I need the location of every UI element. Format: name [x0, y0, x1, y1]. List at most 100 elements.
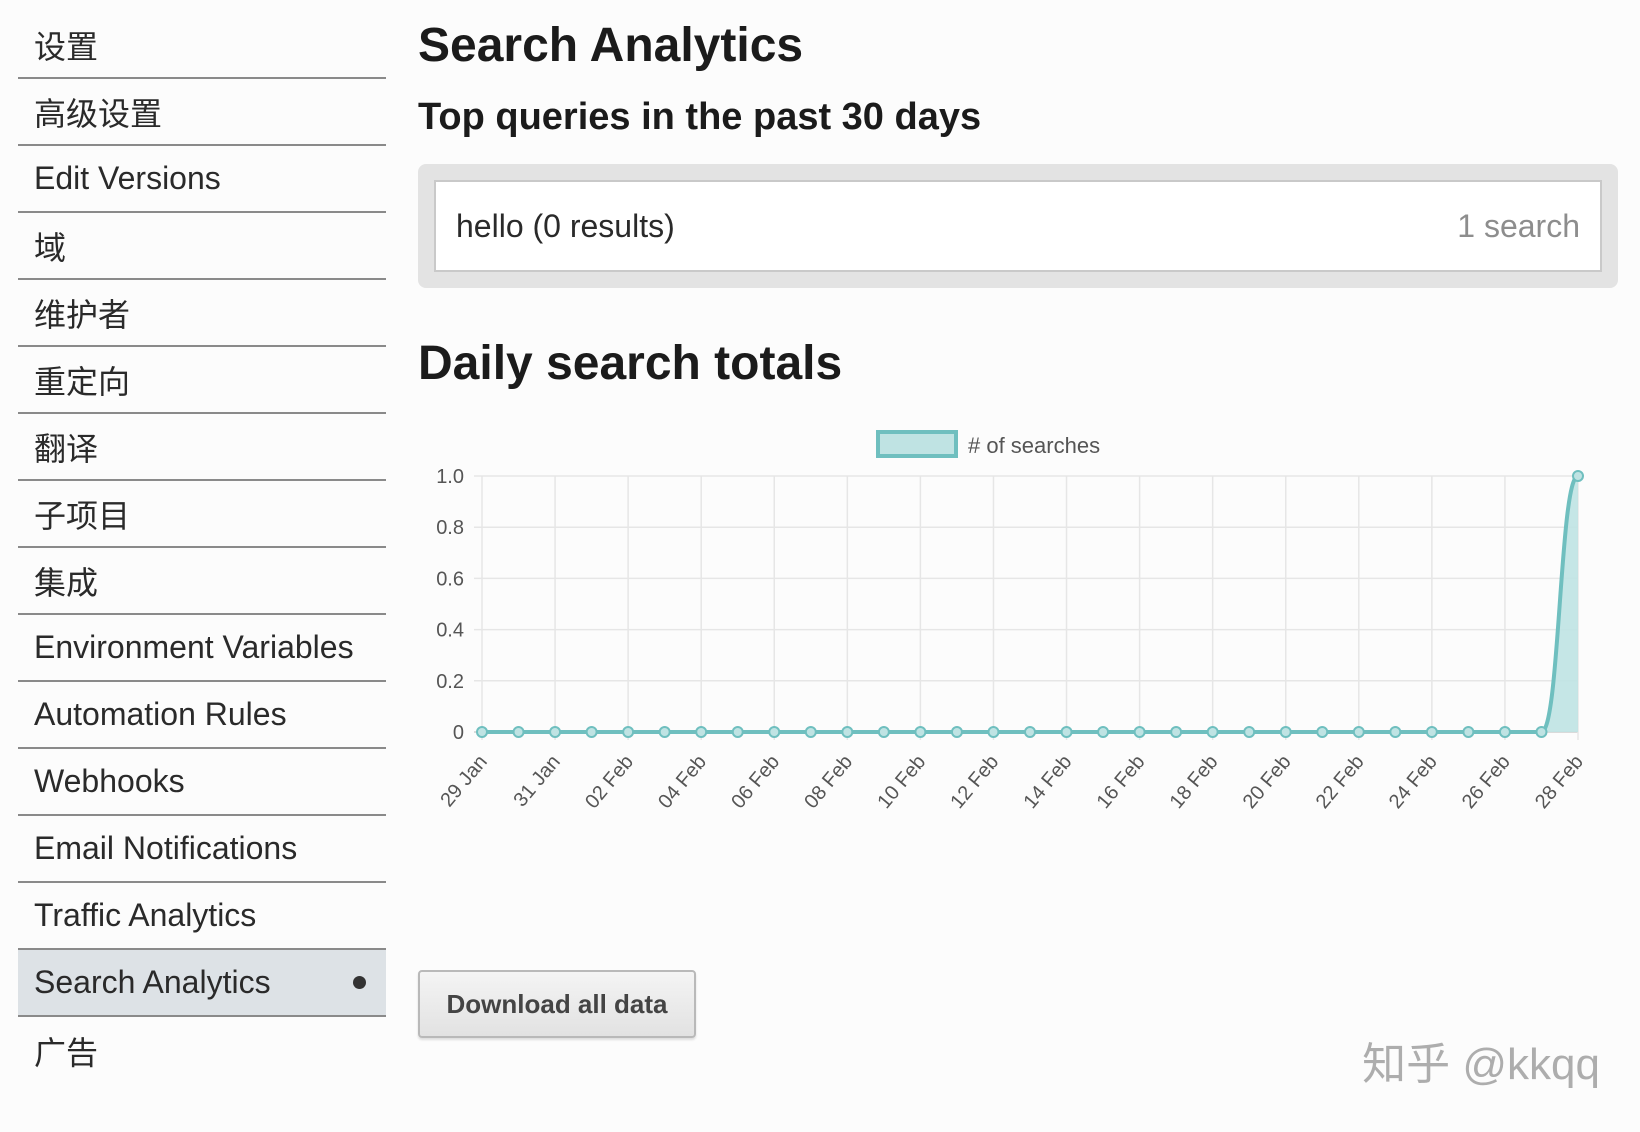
- query-text: hello (0 results): [456, 207, 675, 244]
- data-point: [1352, 726, 1365, 738]
- legend-label: # of searches: [968, 433, 1100, 458]
- y-tick-label: 0.8: [436, 517, 464, 539]
- data-point: [512, 726, 525, 738]
- sidebar-item-label: Automation Rules: [34, 696, 287, 732]
- x-tick-label: 29 Jan: [436, 751, 491, 811]
- sidebar-item-label: 集成: [34, 564, 99, 601]
- active-indicator-icon: [353, 976, 366, 989]
- data-point: [1389, 726, 1402, 738]
- data-point: [585, 726, 598, 738]
- data-point: [1206, 726, 1219, 738]
- download-all-data-button[interactable]: Download all data: [418, 970, 696, 1038]
- sidebar-item[interactable]: 子项目: [18, 481, 386, 548]
- sidebar-item-label: 翻译: [34, 430, 99, 467]
- data-point: [622, 726, 635, 738]
- data-point: [1535, 726, 1548, 738]
- data-point: [1133, 726, 1146, 738]
- sidebar-item-label: Traffic Analytics: [34, 897, 257, 933]
- data-point: [841, 726, 854, 738]
- sidebar-item-label: 重定向: [34, 363, 131, 400]
- query-count: 1 search: [1457, 207, 1580, 244]
- query-row: hello (0 results) 1 search: [434, 180, 1602, 272]
- sidebar-item-label: Edit Versions: [34, 160, 221, 196]
- x-tick-label: 20 Feb: [1239, 751, 1296, 813]
- sidebar-item-label: 广告: [34, 1034, 99, 1071]
- series-area: [482, 476, 1578, 732]
- data-point: [549, 726, 562, 738]
- data-point: [1024, 726, 1036, 738]
- x-tick-label: 22 Feb: [1312, 751, 1369, 813]
- sidebar-item[interactable]: Traffic Analytics: [18, 883, 386, 950]
- sidebar-item[interactable]: Webhooks: [18, 749, 386, 816]
- sidebar-item[interactable]: 高级设置: [18, 79, 386, 146]
- top-queries-list: hello (0 results) 1 search: [418, 164, 1618, 288]
- sidebar-item-label: Webhooks: [34, 763, 185, 799]
- watermark: 知乎 @kkqq: [1362, 1040, 1600, 1089]
- sidebar-item[interactable]: Automation Rules: [18, 682, 386, 749]
- legend-swatch: [876, 430, 958, 458]
- data-point: [1279, 726, 1292, 738]
- daily-search-chart: 0 0.2 0.4 0.6 0.8 1.0 29 Jan 31 Jan 02 Feb 04 Feb…: [436, 430, 1588, 813]
- y-tick-label: 0.2: [436, 671, 464, 693]
- sidebar-item[interactable]: Email Notifications: [18, 816, 386, 883]
- sidebar-item[interactable]: 集成: [18, 548, 386, 615]
- sidebar-item[interactable]: 重定向: [18, 347, 386, 414]
- data-point: [695, 726, 708, 738]
- sidebar-item[interactable]: Environment Variables: [18, 615, 386, 682]
- x-tick-label: 12 Feb: [946, 751, 1003, 813]
- data-point: [1425, 726, 1438, 738]
- data-point: [1170, 726, 1183, 738]
- data-point: [768, 726, 781, 738]
- data-point: [476, 726, 488, 738]
- sidebar-item-label: Environment Variables: [34, 629, 354, 665]
- sidebar-item-label: 设置: [34, 28, 99, 65]
- x-tick-label: 31 Jan: [509, 751, 564, 811]
- data-point: [1097, 726, 1110, 738]
- data-point: [1243, 726, 1256, 738]
- x-tick-label: 14 Feb: [1019, 751, 1076, 813]
- series-line: [481, 474, 1580, 734]
- sidebar-item[interactable]: 域: [18, 213, 386, 280]
- x-tick-label: 26 Feb: [1458, 751, 1515, 813]
- x-tick-label: 28 Feb: [1531, 751, 1588, 813]
- sidebar-item-label: Email Notifications: [34, 830, 298, 866]
- data-point: [1462, 726, 1475, 738]
- sidebar-item-label: 高级设置: [34, 95, 163, 132]
- x-tick-label: 18 Feb: [1166, 751, 1223, 813]
- sidebar-item-label: 维护者: [34, 296, 131, 333]
- y-tick-label: 0.6: [436, 568, 464, 590]
- data-point: [914, 726, 927, 738]
- sidebar: 设置高级设置 Edit Versions 域维护者重定向翻译子项目集成 Environ…: [18, 12, 386, 1084]
- page-title: Search Analytics: [418, 19, 804, 72]
- chart-heading: Daily search totals: [418, 337, 843, 390]
- y-tick-label: 0.4: [436, 620, 464, 642]
- x-tick-label: 04 Feb: [654, 751, 711, 813]
- sidebar-item-label: 域: [34, 229, 67, 266]
- x-tick-label: 10 Feb: [873, 751, 930, 813]
- y-tick-label: 1.0: [436, 466, 464, 488]
- data-point: [987, 726, 1000, 738]
- sidebar-item-label: Search Analytics: [34, 964, 271, 1000]
- sidebar-item[interactable]: Search Analytics: [18, 950, 386, 1017]
- data-point: [1498, 726, 1511, 738]
- x-tick-label: 02 Feb: [581, 751, 638, 813]
- sidebar-item-label: 子项目: [34, 497, 131, 534]
- sidebar-item[interactable]: 维护者: [18, 280, 386, 347]
- y-tick-label: 0: [453, 722, 464, 744]
- data-point: [1316, 726, 1329, 738]
- sidebar-item[interactable]: 设置: [18, 12, 386, 79]
- sidebar-item[interactable]: 广告: [18, 1017, 386, 1084]
- top-queries-heading: Top queries in the past 30 days: [418, 96, 982, 138]
- sidebar-item[interactable]: 翻译: [18, 414, 386, 481]
- x-tick-label: 24 Feb: [1385, 751, 1442, 813]
- data-point: [950, 726, 963, 738]
- x-tick-label: 16 Feb: [1093, 751, 1150, 813]
- x-tick-label: 06 Feb: [727, 751, 784, 813]
- data-point: [658, 726, 671, 738]
- data-point: [1060, 726, 1073, 738]
- sidebar-item[interactable]: Edit Versions: [18, 146, 386, 213]
- x-tick-label: 08 Feb: [800, 751, 857, 813]
- data-point: [731, 726, 744, 738]
- data-point: [1572, 470, 1584, 482]
- data-point: [804, 726, 817, 738]
